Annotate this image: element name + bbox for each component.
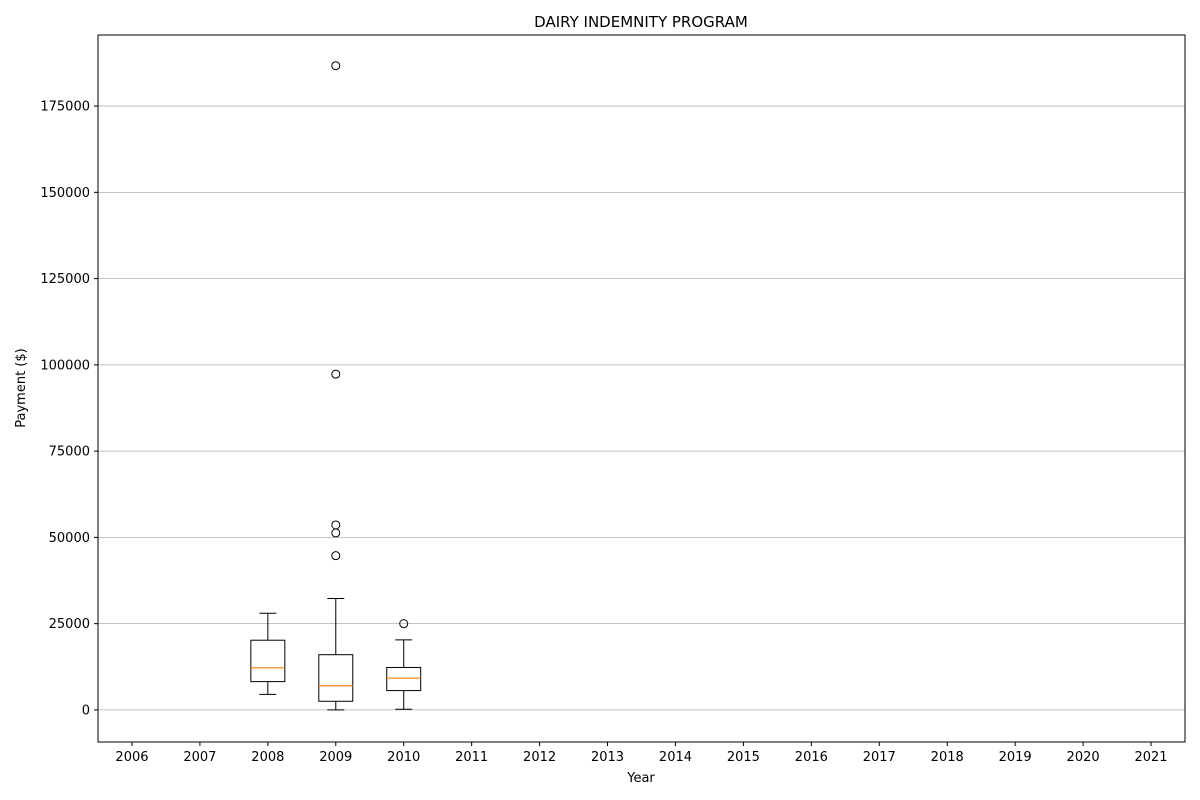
x-axis-ticks: 2006 2007 2008 2009 2010 2011 2012 2013 2014 2015… xyxy=(115,742,1168,765)
outlier-point xyxy=(399,619,409,629)
x-tick-label: 2010 xyxy=(387,750,420,765)
outlier-point xyxy=(331,369,341,379)
grid-lines xyxy=(98,105,1185,711)
x-tick-label: 2018 xyxy=(931,750,964,765)
outlier-point xyxy=(331,551,341,561)
x-tick-label: 2020 xyxy=(1067,750,1100,765)
y-tick-label: 0 xyxy=(82,703,90,718)
x-tick-label: 2015 xyxy=(727,750,760,765)
x-tick-label: 2012 xyxy=(523,750,556,765)
y-tick-label: 100000 xyxy=(40,358,90,373)
y-tick-label: 175000 xyxy=(40,100,90,115)
outlier-point xyxy=(331,528,341,538)
box-iqr xyxy=(318,654,354,702)
box-plots xyxy=(250,61,422,711)
y-axis-ticks: 0 25000 50000 75000 100000 125000 150000 175000 xyxy=(40,100,98,718)
box-plot-2008 xyxy=(250,612,286,695)
x-tick-label: 2006 xyxy=(115,750,148,765)
x-tick-label: 2019 xyxy=(999,750,1032,765)
x-tick-label: 2008 xyxy=(251,750,284,765)
box-plot-2010 xyxy=(386,619,422,710)
outlier-point xyxy=(331,61,341,71)
chart-title: DAIRY INDEMNITY PROGRAM xyxy=(534,13,748,31)
x-tick-label: 2016 xyxy=(795,750,828,765)
x-tick-label: 2011 xyxy=(455,750,488,765)
outlier-point xyxy=(331,520,341,530)
box-plot-2009 xyxy=(318,61,354,711)
y-axis-label: Payment ($) xyxy=(14,348,29,427)
box-iqr xyxy=(386,666,422,692)
x-axis-label: Year xyxy=(626,771,655,786)
x-tick-label: 2017 xyxy=(863,750,896,765)
y-tick-label: 25000 xyxy=(49,617,90,632)
x-tick-label: 2009 xyxy=(319,750,352,765)
y-tick-label: 125000 xyxy=(40,272,90,287)
x-tick-label: 2007 xyxy=(183,750,216,765)
x-tick-label: 2013 xyxy=(591,750,624,765)
y-tick-label: 75000 xyxy=(49,445,90,460)
box-iqr xyxy=(250,639,286,683)
plot-area-frame xyxy=(97,34,1186,743)
x-tick-label: 2014 xyxy=(659,750,692,765)
x-tick-label: 2021 xyxy=(1134,750,1167,765)
y-tick-label: 150000 xyxy=(40,186,90,201)
y-tick-label: 50000 xyxy=(49,531,90,546)
